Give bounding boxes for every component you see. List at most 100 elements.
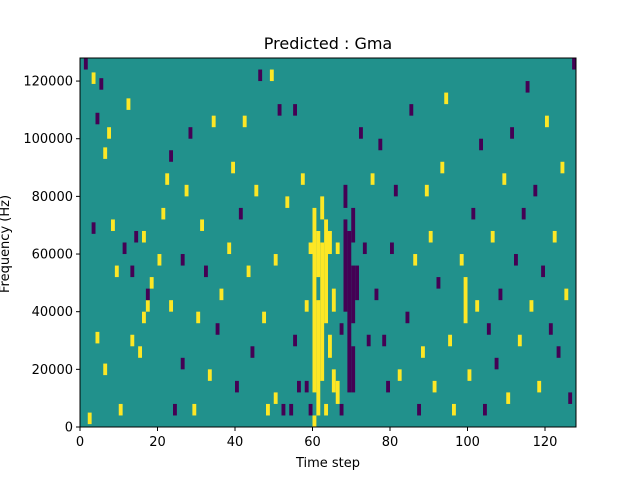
heatmap-cell (262, 311, 267, 324)
y-axis-ticks: 0 20000 40000 60000 80000 100000 120000 (23, 75, 80, 436)
heatmap-cell (235, 380, 239, 393)
heatmap-cell (533, 184, 538, 197)
heatmap-cell (316, 230, 321, 278)
heatmap-cell (293, 104, 298, 116)
y-tick-label: 120000 (23, 75, 73, 90)
x-axis-label: Time step (295, 456, 360, 471)
heatmap-cell (397, 369, 402, 381)
heatmap-cell (122, 242, 127, 255)
heatmap-cell (351, 265, 356, 324)
heatmap-cell (297, 380, 301, 393)
y-axis-label: Frequency (Hz) (0, 195, 13, 293)
plot-frame (79, 57, 577, 428)
heatmap-cell (440, 161, 445, 174)
heatmap-cell (436, 277, 441, 289)
heatmap-cell (138, 346, 143, 358)
heatmap-cell (525, 81, 530, 93)
x-tick-label: 0 (76, 435, 84, 450)
heatmap-cell (386, 380, 391, 393)
heatmap-cell (180, 357, 185, 370)
heatmap-cell (316, 300, 321, 416)
y-tick-label: 0 (65, 421, 73, 436)
heatmap-cell (339, 323, 344, 335)
heatmap-cell (169, 150, 174, 162)
heatmap-cell (173, 403, 177, 416)
heatmap-cell (308, 403, 313, 416)
x-tick-label: 100 (455, 435, 480, 450)
heatmap-cell (130, 334, 135, 347)
heatmap-cell (568, 392, 573, 404)
heatmap-cell (250, 346, 255, 358)
heatmap-cell (111, 219, 115, 231)
heatmap-cell (421, 346, 425, 358)
heatmap-cell (541, 265, 546, 278)
heatmap-cell (378, 138, 383, 151)
heatmap-cell (277, 104, 282, 116)
heatmap-cell (273, 392, 278, 404)
heatmap-cell (537, 380, 542, 393)
heatmap-cell (149, 277, 154, 289)
heatmap-cell (471, 207, 476, 220)
heatmap-cell (281, 403, 286, 416)
heatmap-cell (157, 254, 162, 266)
x-tick-label: 60 (304, 435, 321, 450)
heatmap-cell (548, 323, 553, 335)
chart-title: Predicted : Gma (264, 34, 392, 53)
heatmap-cell (556, 346, 561, 358)
heatmap-cell (246, 265, 251, 278)
heatmap-cell (490, 230, 495, 243)
heatmap-cell (448, 334, 453, 347)
heatmap-cell (312, 415, 317, 427)
y-tick-label: 100000 (23, 132, 73, 147)
heatmap-cell (393, 184, 398, 197)
heatmap-cell (118, 403, 123, 416)
heatmap-cell (552, 230, 557, 243)
heatmap-cell (424, 184, 429, 197)
heatmap-cell (370, 173, 375, 185)
x-tick-label: 80 (382, 435, 399, 450)
heatmap-cell (506, 392, 511, 404)
heatmap-cell (192, 403, 197, 416)
heatmap-cell (304, 300, 309, 312)
y-tick-label: 40000 (32, 305, 73, 320)
heatmap-cell (145, 300, 150, 312)
heatmap-cell (304, 380, 309, 393)
heatmap-cell (312, 207, 317, 393)
heatmap-cell (529, 300, 534, 312)
heatmap-cell (545, 115, 549, 128)
heatmap-cell (452, 403, 456, 416)
heatmap-cell (142, 230, 146, 243)
heatmap-cell (359, 127, 363, 139)
heatmap-cell (165, 173, 170, 185)
heatmap-cell (211, 115, 216, 128)
heatmap-cell (382, 334, 387, 347)
heatmap-cell (417, 403, 422, 416)
heatmap-cell (145, 288, 150, 301)
heatmap-cell (328, 230, 332, 255)
heatmap-cell (215, 323, 220, 335)
x-tick-label: 20 (149, 435, 166, 450)
heatmap-cell (200, 219, 205, 231)
heatmap-cell (269, 69, 274, 82)
heatmap-cell (219, 288, 224, 301)
heatmap-cell (285, 196, 290, 208)
heatmap-cell (521, 207, 526, 220)
heatmap-cell (331, 288, 336, 312)
heatmap-cell (343, 219, 348, 312)
heatmap-cell (238, 207, 243, 220)
heatmap-cell (114, 265, 119, 278)
heatmap-cell (343, 184, 348, 208)
heatmap-cell (258, 69, 263, 82)
heatmap-cell (196, 311, 201, 324)
heatmap-cell (107, 127, 112, 139)
heatmap-cell (328, 334, 332, 358)
heatmap-cell (293, 334, 298, 347)
heatmap-cell (130, 265, 135, 278)
heatmap-cell (266, 403, 270, 416)
heatmap-cell (320, 242, 325, 381)
heatmap-cell (479, 138, 484, 151)
heatmap-cell (459, 254, 464, 266)
heatmap-cell (463, 277, 468, 324)
heatmap-cell (390, 242, 394, 255)
heatmap-cell (351, 346, 356, 393)
